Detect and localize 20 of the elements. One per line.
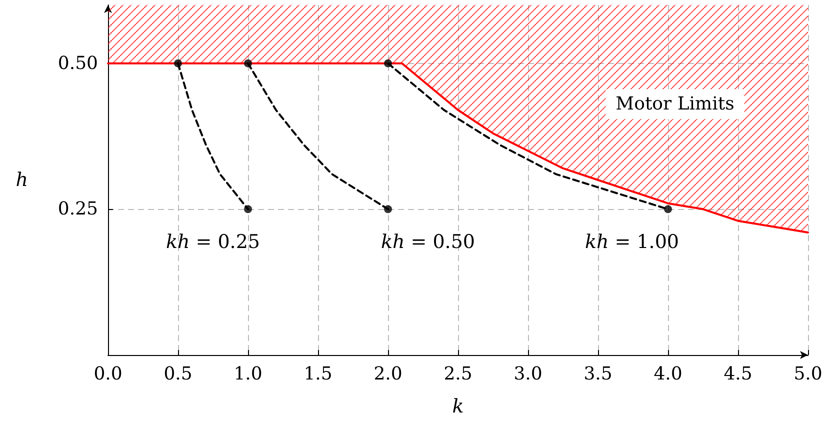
- x-tick-label: 4.5: [724, 364, 752, 384]
- x-tick-label: 2.0: [374, 364, 402, 384]
- x-tick-label: 3.0: [514, 364, 542, 384]
- annotation: kh = 0.25: [166, 231, 260, 254]
- x-tick-label: 3.5: [584, 364, 612, 384]
- y-axis-title: h: [16, 169, 28, 191]
- x-tick-label: 0.5: [164, 364, 192, 384]
- x-tick-label: 1.5: [304, 364, 332, 384]
- x-axis-title: k: [452, 396, 464, 418]
- line-series: [107, 62, 809, 234]
- text: Motor Limits: [616, 94, 734, 115]
- x-tick-label: 1.0: [234, 364, 262, 384]
- x-tick-label: 0.0: [94, 364, 122, 384]
- y-tick-label: 0.50: [58, 52, 98, 74]
- annotation: kh = 0.50: [380, 231, 476, 254]
- x-tick-label: 4.0: [654, 364, 682, 384]
- x-tick-label: 5.0: [794, 364, 822, 384]
- x-tick-label: 2.5: [444, 364, 472, 384]
- annotation: kh = 1.00: [584, 231, 680, 254]
- y-tick-label: 0.25: [58, 198, 98, 220]
